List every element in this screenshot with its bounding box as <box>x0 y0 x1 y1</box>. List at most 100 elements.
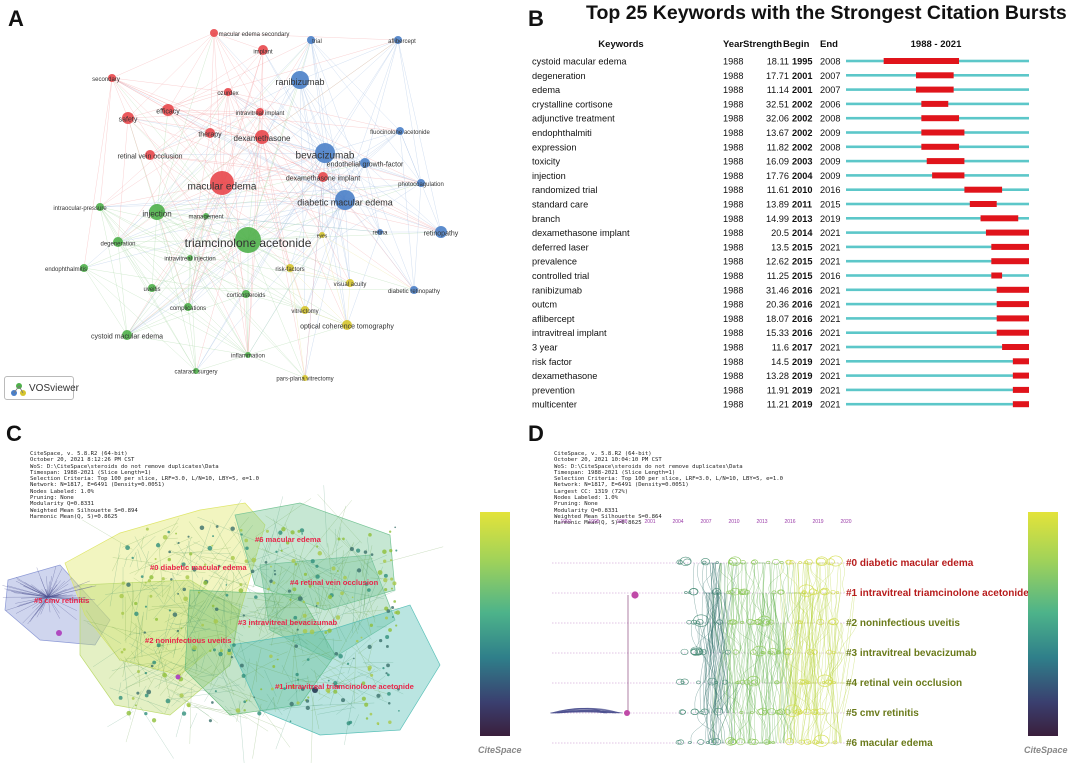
cluster-edge <box>181 654 213 675</box>
cluster-edge <box>229 678 245 691</box>
burst-strength: 20.5 <box>771 228 789 238</box>
panel-b-citation-bursts: B Top 25 Keywords with the Strongest Cit… <box>528 0 1072 410</box>
burst-row: risk factor 1988 14.5 2019 2021 <box>532 357 1029 367</box>
cluster-node <box>353 657 355 660</box>
timeline-link <box>746 592 751 714</box>
burst-baseline <box>846 245 1029 249</box>
cluster-edge <box>131 636 138 648</box>
timeline-link <box>841 652 851 714</box>
cluster-edge <box>175 541 199 578</box>
cluster-edge <box>217 684 268 702</box>
cluster-edge <box>168 690 235 700</box>
cluster-edge <box>292 541 306 585</box>
timeline-link <box>784 622 804 714</box>
timeline-node <box>808 588 818 596</box>
cluster-node <box>325 687 331 693</box>
network-edge <box>126 257 191 336</box>
timeline-link <box>802 682 822 744</box>
metadata-line: CiteSpace, v. 5.8.R2 (64-bit) <box>554 451 652 457</box>
cluster-edge <box>168 552 231 554</box>
network-edge <box>99 77 113 208</box>
timeline-link <box>750 622 766 684</box>
network-edge <box>117 241 351 284</box>
network-node <box>193 368 199 374</box>
cluster-edge <box>217 563 231 574</box>
cluster-edge <box>171 684 197 707</box>
cluster-node <box>303 572 308 576</box>
cluster-node <box>151 718 157 723</box>
network-edge <box>189 132 211 259</box>
network-node <box>210 29 218 37</box>
timeline-link <box>782 562 788 594</box>
cluster-edge <box>314 670 321 696</box>
cluster-edge <box>123 660 131 720</box>
cluster-edge <box>153 648 164 668</box>
timeline-link <box>809 652 819 684</box>
cluster-edge <box>314 545 343 567</box>
burst-table: Keywords Year Strength Begin End 1988 - 2021c… <box>532 39 1029 410</box>
cluster-node <box>121 611 125 615</box>
timeline-node <box>751 559 758 565</box>
cluster-edge <box>190 713 198 729</box>
timeline-node <box>766 560 771 565</box>
cluster-node <box>264 560 268 564</box>
network-edge <box>397 39 422 184</box>
cluster-node <box>315 574 320 579</box>
cluster-edge <box>340 666 368 668</box>
burst-interval <box>1012 372 1029 379</box>
network-edge <box>156 152 326 213</box>
timeline-link <box>835 592 855 744</box>
cluster-edge <box>126 590 148 644</box>
network-edge <box>156 182 422 213</box>
burst-baseline <box>846 274 1029 277</box>
timeline-nodes <box>624 555 843 747</box>
cluster-node <box>386 663 390 668</box>
cluster-node <box>273 573 277 576</box>
network-node <box>291 71 309 89</box>
network-edge <box>205 39 399 217</box>
network-node-label: macular edema secondary <box>219 32 290 38</box>
timeline-node <box>743 679 751 685</box>
timeline-link <box>762 562 767 714</box>
cluster-edge <box>187 585 246 609</box>
network-edge <box>111 77 346 201</box>
cluster-edge <box>328 603 341 640</box>
burst-end: 2021 <box>820 343 840 353</box>
cluster-edge <box>235 643 242 657</box>
network-edge <box>151 287 415 291</box>
cluster-node <box>153 568 155 571</box>
timeline-link <box>710 712 715 744</box>
cluster-edge <box>175 702 186 738</box>
cluster-edge <box>269 593 303 620</box>
timeline-year-tick: 1995 <box>588 519 599 525</box>
cluster-edge <box>304 558 318 578</box>
cluster-edge <box>112 554 121 572</box>
cluster-edge <box>194 598 209 628</box>
network-edge <box>247 152 326 241</box>
burst-year: 1988 <box>723 57 743 67</box>
timeline-link <box>728 562 741 624</box>
timeline-link <box>804 562 808 594</box>
timeline-link <box>555 707 607 714</box>
timeline-link <box>769 622 786 714</box>
network-edge <box>127 117 158 213</box>
timeline-link <box>718 592 726 654</box>
network-edge <box>304 39 399 311</box>
timeline-node <box>816 618 825 625</box>
burst-end: 2021 <box>820 385 840 395</box>
cluster-edge <box>111 664 133 672</box>
timeline-node <box>702 560 707 565</box>
cluster-edge <box>285 523 305 585</box>
network-edge <box>99 182 422 208</box>
cluster-edge <box>264 669 277 697</box>
network-edge <box>289 267 351 284</box>
cluster-edge <box>209 517 249 565</box>
burst-year: 1988 <box>723 185 743 195</box>
cluster-edge <box>8 585 49 598</box>
cluster-node <box>143 631 146 634</box>
cluster-node <box>167 530 171 534</box>
network-node-label: dexamethasone implant <box>286 175 360 182</box>
network-node-label: visual acuity <box>334 282 367 288</box>
cluster-node <box>316 545 319 548</box>
burst-year: 1988 <box>723 300 743 310</box>
